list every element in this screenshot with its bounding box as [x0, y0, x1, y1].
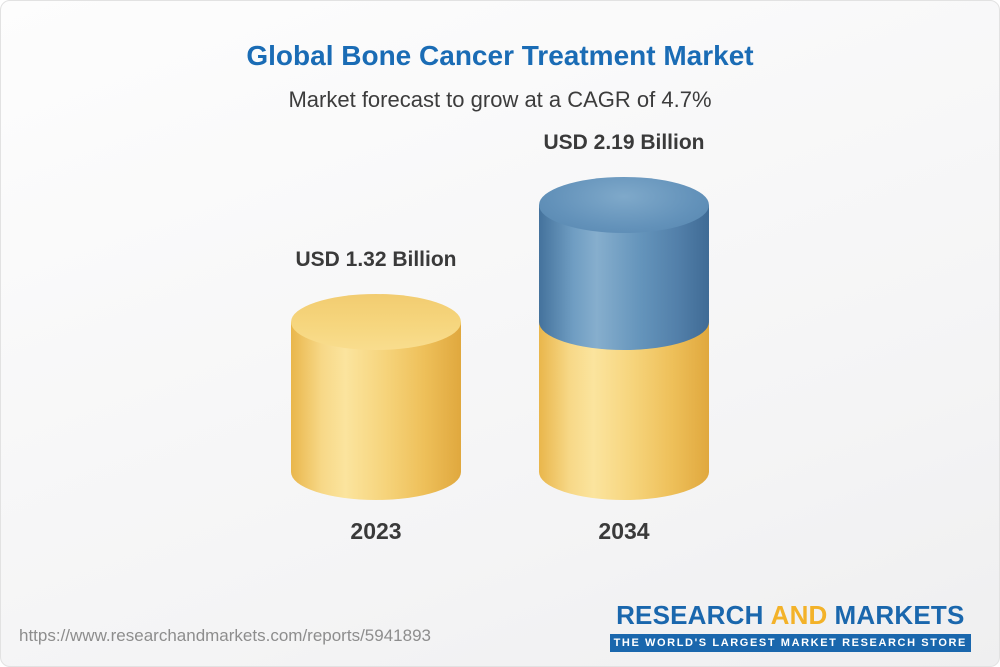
cylinder-2023: [291, 294, 461, 501]
segment-base-2034: [539, 322, 709, 501]
bar-group-2023: USD 1.32 Billion 2023: [291, 248, 461, 545]
cylinder-top-2023: [291, 294, 461, 351]
cylinder-body-2023: [291, 322, 461, 501]
bar-group-2034: USD 2.19 Billion 2034: [539, 131, 709, 546]
page-title: Global Bone Cancer Treatment Market: [246, 40, 754, 71]
cylinder-top-2034: [539, 176, 709, 233]
logo-word-research: RESEARCH: [616, 600, 764, 630]
year-label-2034: 2034: [598, 518, 650, 545]
logo-wordmark: RESEARCH AND MARKETS: [610, 600, 971, 631]
research-and-markets-logo: RESEARCH AND MARKETS THE WORLD'S LARGEST M…: [609, 600, 971, 652]
report-url: https://www.researchandmarkets.com/repor…: [19, 626, 431, 645]
logo-tagline: THE WORLD'S LARGEST MARKET RESEARCH STOR…: [609, 634, 971, 652]
logo-word-markets: MARKETS: [834, 600, 965, 630]
bar-chart: USD 1.32 Billion 2023 USD 2.19 Billion 2…: [1, 131, 999, 546]
header: Global Bone Cancer Treatment Market Mark…: [1, 1, 999, 113]
value-label-2034: USD 2.19 Billion: [543, 130, 705, 154]
year-label-2023: 2023: [350, 518, 402, 545]
logo-word-and: AND: [770, 600, 828, 630]
cylinder-2034: [539, 176, 709, 501]
page-subtitle: Market forecast to grow at a CAGR of 4.7…: [288, 86, 712, 112]
value-label-2023: USD 1.32 Billion: [295, 248, 457, 272]
